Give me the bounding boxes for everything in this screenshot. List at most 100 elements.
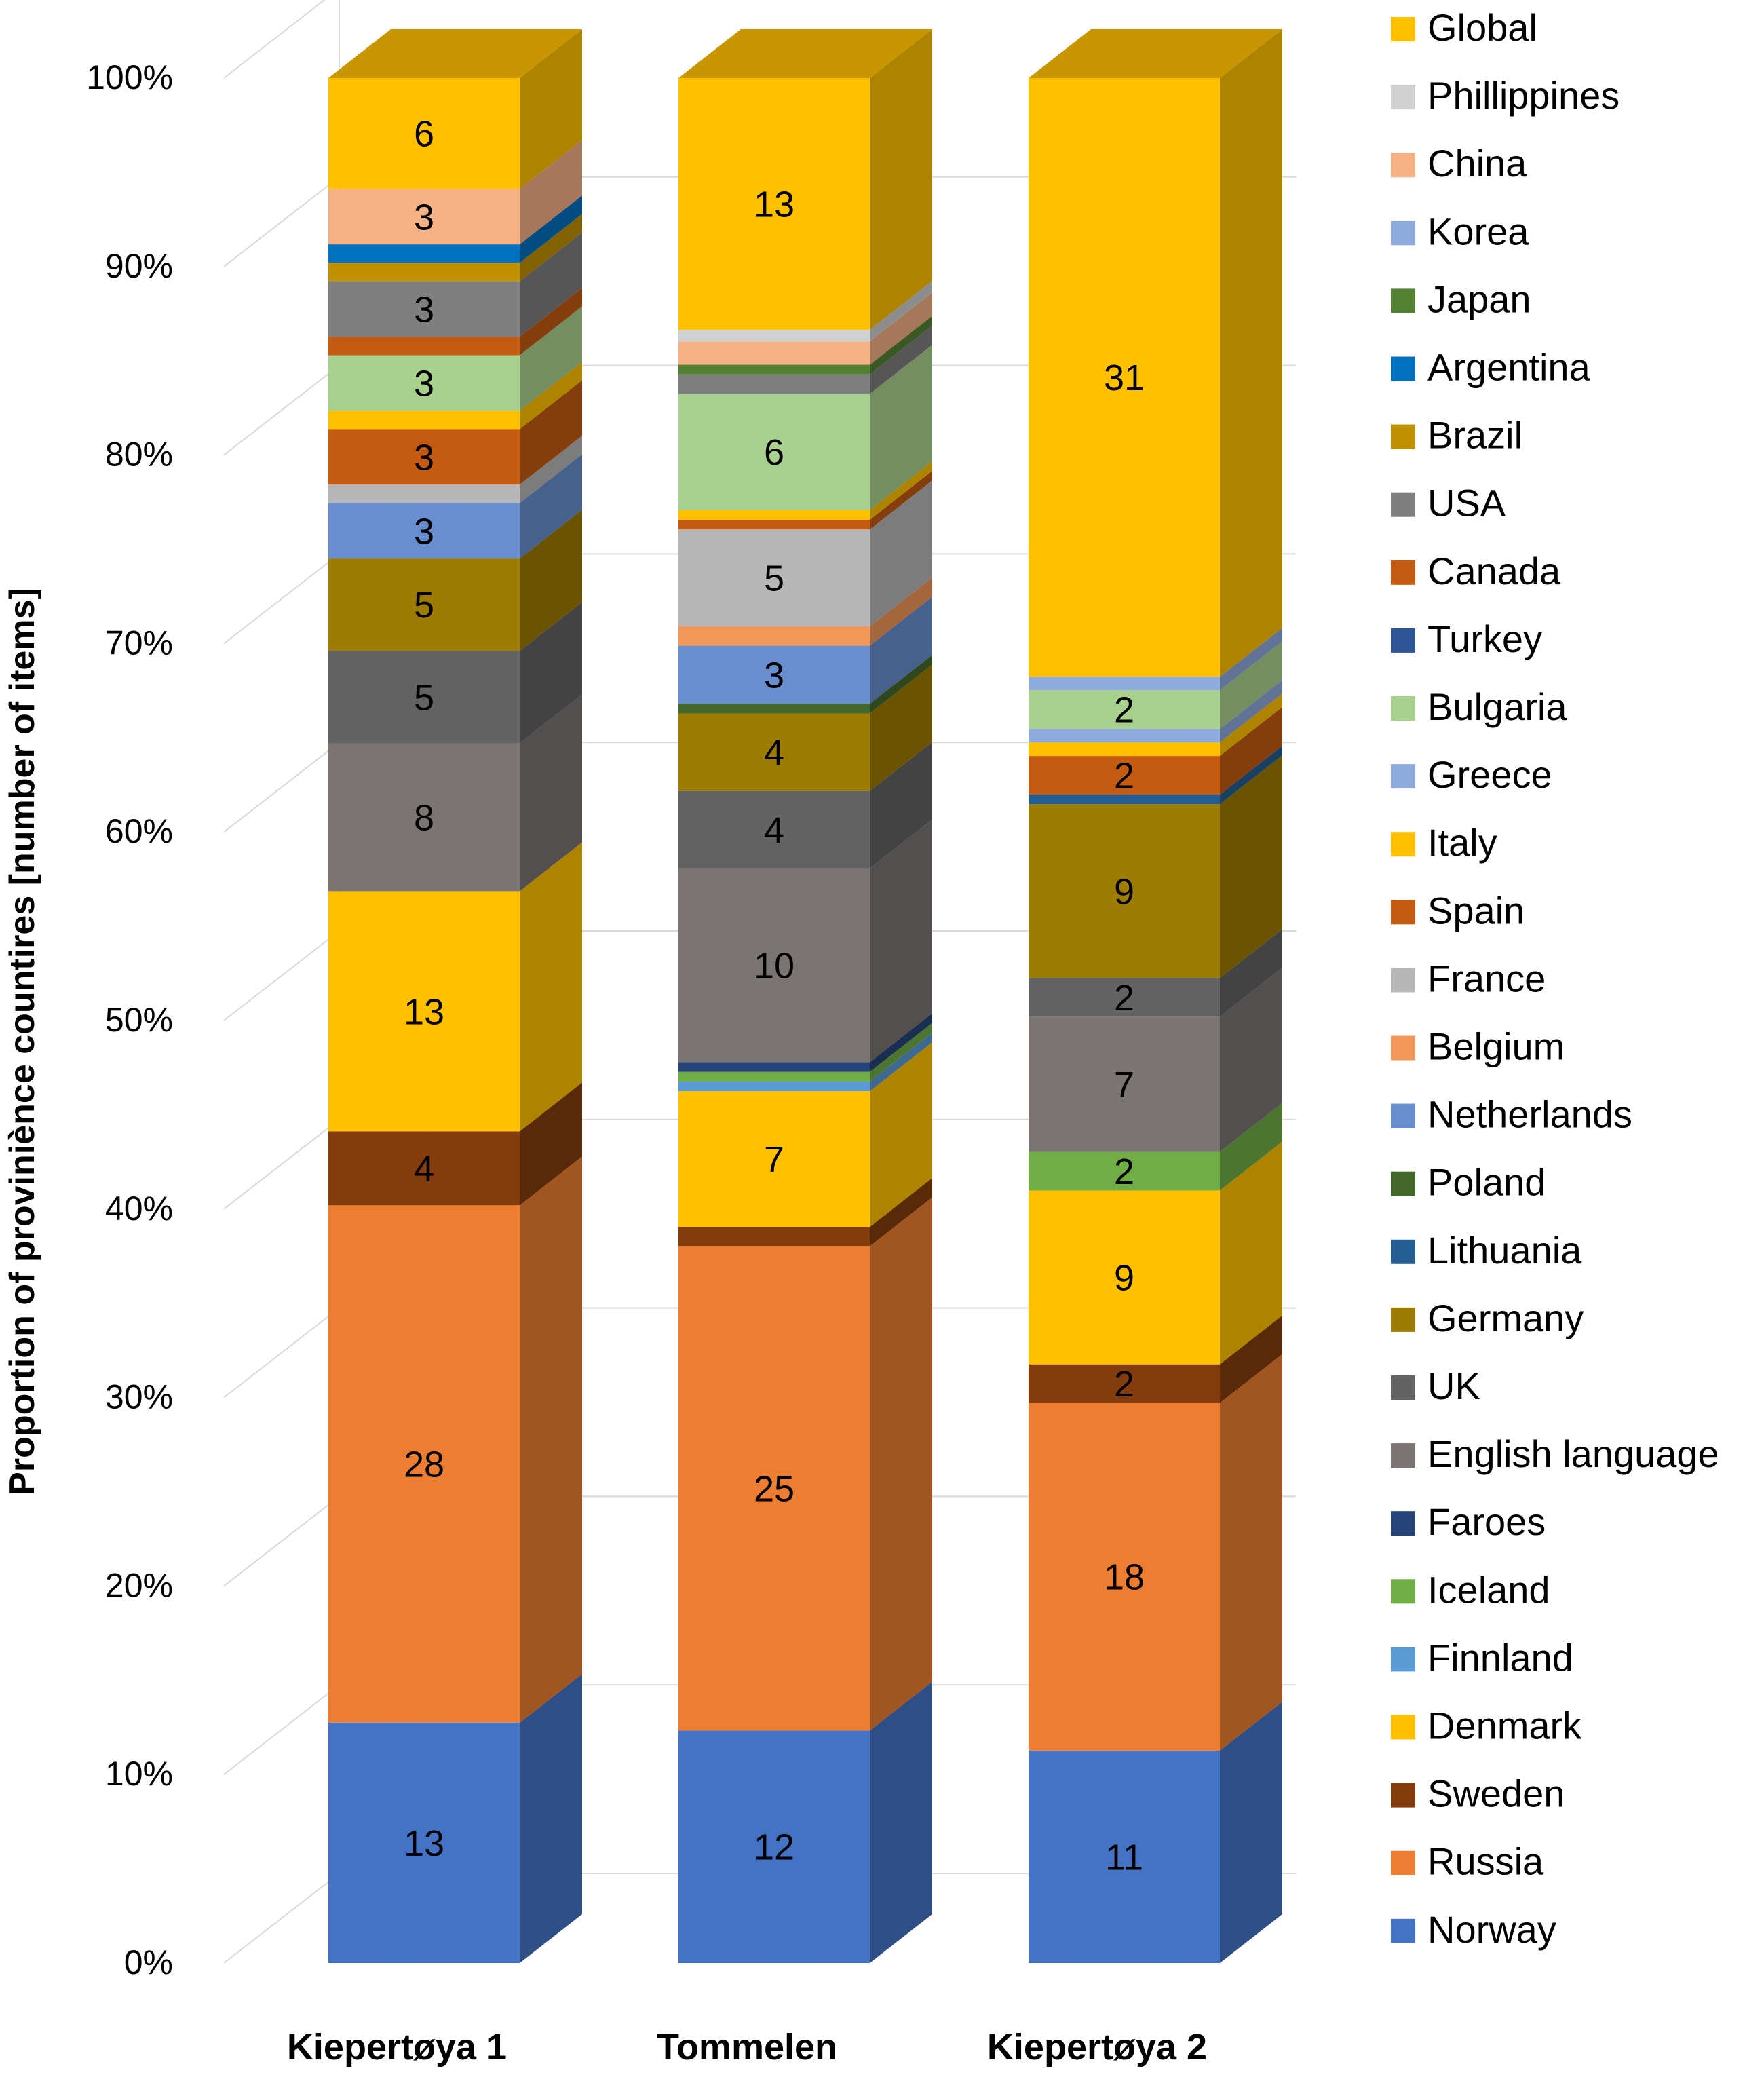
bar-side-tommelen-denmark bbox=[870, 1042, 932, 1227]
bar-side-kiepert-ya-2-global bbox=[1220, 29, 1282, 677]
legend-label: Iceland bbox=[1427, 1568, 1550, 1611]
legend-swatch bbox=[1391, 696, 1415, 721]
x-axis-ticks: Kiepertøya 1 Tommelen Kiepertøya 2 bbox=[287, 2027, 1207, 2068]
data-label-kiepert-ya-1-global: 6 bbox=[414, 114, 434, 155]
legend-item-sweden: Sweden bbox=[1391, 1772, 1565, 1815]
y-axis-ticks: 0% 10% 20% 30% 40% 50% 60% 70% 80% 90% 100% bbox=[86, 58, 173, 1981]
bar-kiepert-ya-1-argentina bbox=[328, 244, 520, 263]
bar-kiepert-ya-1-germany bbox=[328, 558, 520, 651]
bar-side-kiepert-ya-1-spain bbox=[520, 380, 582, 485]
bar-tommelen-japan bbox=[678, 364, 870, 375]
legend-item-korea: Korea bbox=[1391, 210, 1529, 252]
data-label-kiepert-ya-1-uk: 5 bbox=[414, 677, 434, 718]
data-label-tommelen-uk: 4 bbox=[764, 810, 784, 851]
data-label-tommelen-denmark: 7 bbox=[764, 1139, 784, 1180]
legend-item-phillippines: Phillippines bbox=[1391, 74, 1619, 117]
legend-item-belgium: Belgium bbox=[1391, 1025, 1565, 1068]
legend-item-poland: Poland bbox=[1391, 1161, 1546, 1204]
data-label-kiepert-ya-1-denmark: 13 bbox=[404, 991, 444, 1032]
bar-side-kiepert-ya-1-english-language bbox=[520, 694, 582, 892]
legend-label: Italy bbox=[1427, 821, 1497, 864]
legend-item-russia: Russia bbox=[1391, 1840, 1544, 1883]
bar-kiepert-ya-1-bulgaria bbox=[328, 355, 520, 411]
bar-kiepert-ya-2-spain bbox=[1029, 756, 1220, 795]
legend-label: Norway bbox=[1427, 1908, 1556, 1951]
y-tick-label: 40% bbox=[105, 1189, 173, 1227]
bar-tommelen-finnland bbox=[678, 1081, 870, 1092]
bar-side-kiepert-ya-2-iceland bbox=[1220, 1103, 1282, 1191]
data-label-kiepert-ya-2-uk: 2 bbox=[1114, 978, 1134, 1018]
legend-item-denmark: Denmark bbox=[1391, 1704, 1582, 1747]
legend-item-brazil: Brazil bbox=[1391, 414, 1522, 457]
bar-tommelen-china bbox=[678, 341, 870, 365]
bar-side-tommelen-germany bbox=[870, 664, 932, 791]
data-label-kiepert-ya-1-spain: 3 bbox=[414, 437, 434, 478]
legend: Global Phillippines China Korea Japan Argenti… bbox=[1391, 6, 1719, 1951]
y-axis-title: Proportion of proviniènce countires [num… bbox=[3, 588, 42, 1495]
bar-side-kiepert-ya-1-sweden bbox=[520, 1082, 582, 1206]
legend-swatch bbox=[1391, 1443, 1415, 1468]
y-tick-label: 10% bbox=[105, 1755, 173, 1793]
bar-tommelen-usa bbox=[678, 374, 870, 394]
bar-tommelen-denmark bbox=[678, 1091, 870, 1227]
bar-kiepert-ya-1-italy bbox=[328, 411, 520, 430]
bar-side-tommelen-spain bbox=[870, 470, 932, 530]
y-tick-label: 0% bbox=[124, 1943, 173, 1981]
gridline-diagonal bbox=[223, 0, 326, 79]
legend-label: Netherlands bbox=[1427, 1093, 1632, 1136]
bar-side-kiepert-ya-1-italy bbox=[520, 362, 582, 430]
bar-kiepert-ya-2-lithuania bbox=[1029, 794, 1220, 805]
bar-tommelen-germany bbox=[678, 713, 870, 791]
legend-label: Argentina bbox=[1427, 346, 1591, 389]
legend-item-japan: Japan bbox=[1391, 278, 1531, 320]
bar-kiepert-ya-1-usa bbox=[328, 281, 520, 337]
legend-label: Japan bbox=[1427, 278, 1531, 320]
legend-item-norway: Norway bbox=[1391, 1908, 1556, 1951]
legend-swatch bbox=[1391, 1783, 1415, 1808]
y-tick-label: 20% bbox=[105, 1566, 173, 1604]
bar-side-kiepert-ya-1-netherlands bbox=[520, 454, 582, 559]
legend-item-germany: Germany bbox=[1391, 1297, 1584, 1339]
bar-tommelen-phillippines bbox=[678, 330, 870, 342]
bar-side-tommelen-netherlands bbox=[870, 596, 932, 704]
legend-swatch bbox=[1391, 85, 1415, 110]
bar-side-kiepert-ya-1-norway bbox=[520, 1673, 582, 1963]
bar-top-kiepert-ya-1 bbox=[328, 29, 582, 78]
legend-item-argentina: Argentina bbox=[1391, 346, 1591, 389]
gridline-diagonal bbox=[223, 1119, 340, 1210]
legend-label: Faroes bbox=[1427, 1500, 1546, 1543]
data-label-kiepert-ya-1-norway: 13 bbox=[404, 1823, 444, 1864]
bar-kiepert-ya-2-denmark bbox=[1029, 1190, 1220, 1365]
bar-tommelen-norway bbox=[678, 1730, 870, 1963]
bar-side-kiepert-ya-2-russia bbox=[1220, 1354, 1282, 1751]
legend-label: Russia bbox=[1427, 1840, 1544, 1883]
data-label-tommelen-global: 13 bbox=[754, 185, 794, 225]
bar-kiepert-ya-2-english-language bbox=[1029, 1016, 1220, 1152]
bar-side-tommelen-phillippines bbox=[870, 281, 932, 342]
bar-kiepert-ya-1-norway bbox=[328, 1722, 520, 1963]
legend-swatch bbox=[1391, 628, 1415, 653]
legend-swatch bbox=[1391, 1307, 1415, 1332]
legend-label: UK bbox=[1427, 1365, 1480, 1407]
bar-kiepert-ya-1-china bbox=[328, 189, 520, 245]
bar-side-kiepert-ya-2-korea bbox=[1220, 628, 1282, 691]
legend-label: France bbox=[1427, 957, 1546, 999]
legend-item-usa: USA bbox=[1391, 482, 1506, 525]
bar-tommelen-france bbox=[678, 529, 870, 626]
legend-swatch bbox=[1391, 1103, 1415, 1128]
data-label-kiepert-ya-2-denmark: 9 bbox=[1114, 1258, 1134, 1299]
bar-side-kiepert-ya-1-denmark bbox=[520, 842, 582, 1132]
legend-item-italy: Italy bbox=[1391, 821, 1497, 864]
gridline-diagonal bbox=[223, 742, 340, 833]
data-label-tommelen-france: 5 bbox=[764, 558, 784, 599]
gridline-diagonal bbox=[223, 1495, 340, 1587]
bar-side-kiepert-ya-1-china bbox=[520, 140, 582, 245]
data-label-kiepert-ya-2-bulgaria: 2 bbox=[1114, 690, 1134, 731]
legend-label: Phillippines bbox=[1427, 74, 1619, 117]
data-labels: 13 28 4 13 8 5 5 3 3 3 3 3 6 12 25 7 10 4 4 3 5 6 13 11 18 2 9 2 7 2 9… bbox=[404, 114, 1145, 1878]
data-label-kiepert-ya-1-china: 3 bbox=[414, 197, 434, 237]
legend-swatch bbox=[1391, 560, 1415, 585]
bar-side-kiepert-ya-1-global bbox=[520, 29, 582, 189]
data-label-kiepert-ya-2-spain: 2 bbox=[1114, 756, 1134, 797]
